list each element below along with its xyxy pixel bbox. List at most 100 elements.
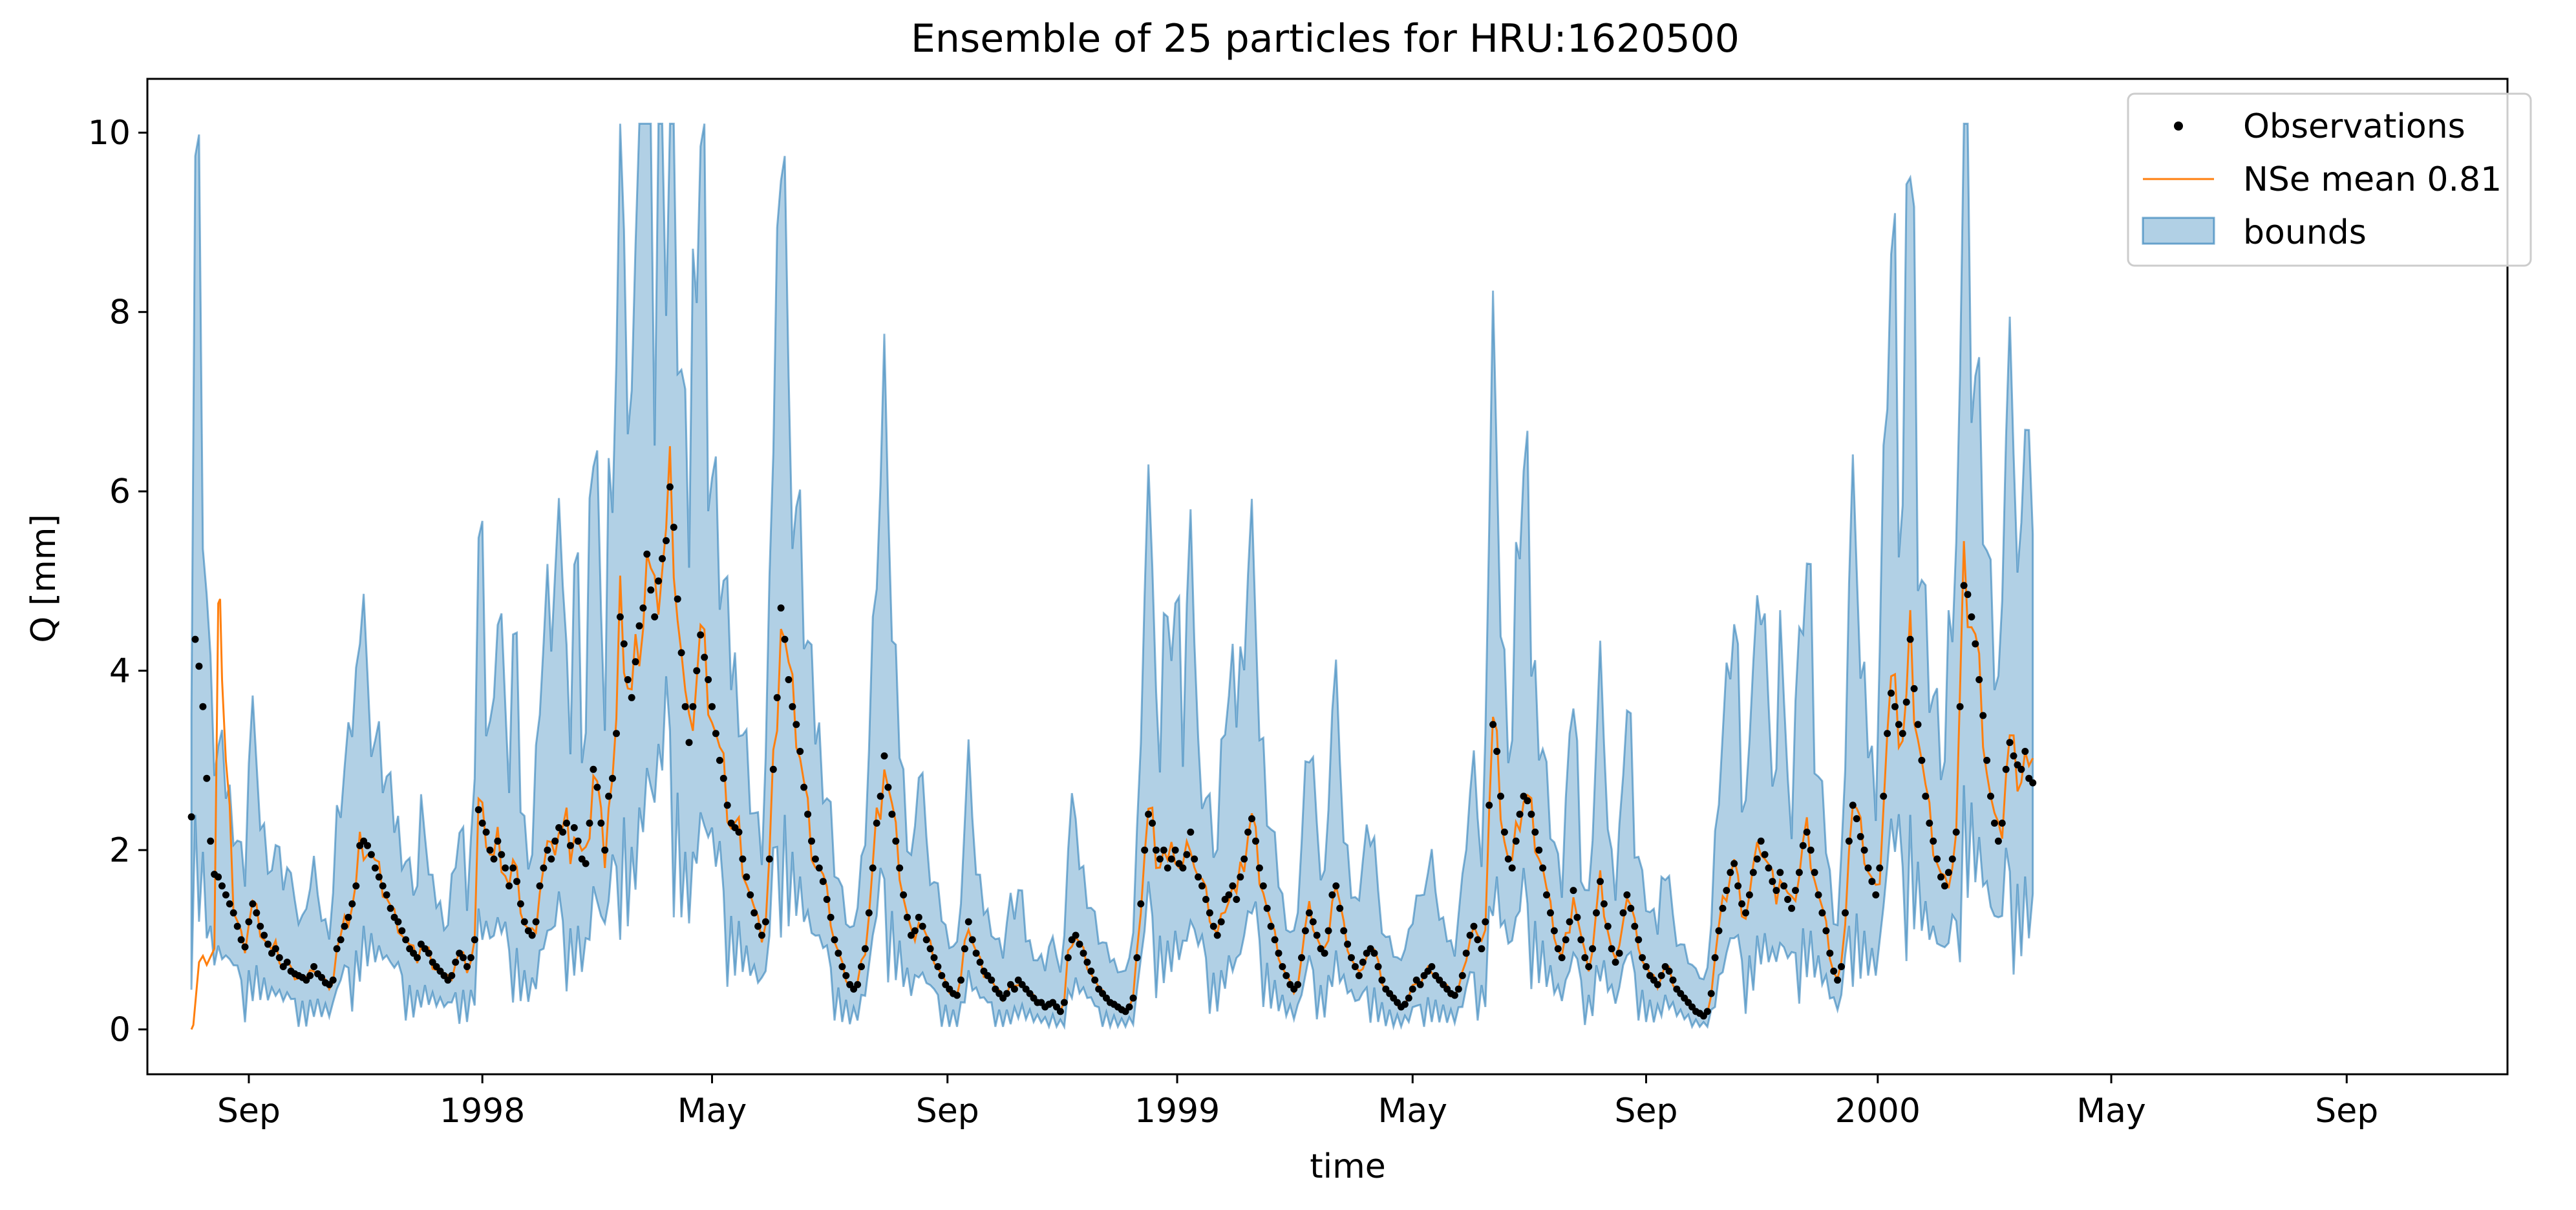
- y-tick-label-5: 10: [88, 114, 131, 153]
- observation-point: [838, 963, 846, 970]
- observation-point: [1757, 837, 1765, 845]
- observation-point: [1516, 811, 1524, 818]
- observation-point: [865, 909, 873, 917]
- observation-point: [1087, 968, 1095, 975]
- observation-point: [1719, 904, 1727, 912]
- legend-bounds-label: bounds: [2243, 213, 2367, 252]
- observation-point: [271, 945, 279, 953]
- observation-point: [187, 813, 195, 821]
- observation-point: [796, 748, 804, 755]
- observation-point: [1631, 922, 1639, 930]
- observation-point: [341, 922, 348, 930]
- observation-point: [808, 837, 815, 845]
- observation-point: [1370, 950, 1378, 957]
- observation-point: [1643, 963, 1650, 970]
- observation-point: [367, 851, 375, 858]
- observation-point: [1137, 900, 1145, 908]
- legend-observations-marker: [2174, 122, 2183, 131]
- observation-point: [659, 555, 666, 562]
- observation-point: [1922, 792, 1930, 800]
- observation-point: [1937, 873, 1944, 881]
- observation-point: [601, 846, 609, 854]
- observation-point: [1964, 591, 1972, 599]
- observation-point: [1244, 828, 1252, 836]
- legend-mean-label: NSe mean 0.81: [2243, 160, 2502, 199]
- observation-point: [1593, 909, 1600, 917]
- observation-point: [1876, 864, 1884, 872]
- observation-point: [318, 973, 325, 981]
- observation-point: [693, 667, 701, 675]
- observation-point: [758, 931, 765, 939]
- observation-point: [1742, 909, 1749, 917]
- observation-point: [191, 635, 199, 643]
- observation-point: [1149, 820, 1156, 827]
- observation-point: [1160, 846, 1167, 854]
- observation-point: [1994, 837, 2002, 845]
- y-tick-label-1: 2: [109, 831, 131, 870]
- observation-point: [425, 950, 432, 957]
- observation-point: [1803, 828, 1811, 836]
- observation-point: [911, 927, 919, 935]
- observation-point: [972, 950, 980, 957]
- observation-point: [528, 931, 536, 939]
- observation-point: [1857, 833, 1864, 840]
- observation-point: [1076, 940, 1083, 948]
- observation-point: [1179, 864, 1187, 872]
- observation-point: [1830, 968, 1838, 975]
- observation-point: [670, 524, 677, 531]
- observation-point: [1275, 950, 1283, 957]
- observation-point: [1972, 640, 1979, 648]
- observation-point: [414, 954, 421, 962]
- observation-point: [1083, 959, 1091, 966]
- observation-point: [1926, 820, 1933, 827]
- observation-point: [394, 918, 402, 926]
- observation-point: [207, 837, 215, 845]
- observation-point: [613, 730, 620, 738]
- observation-point: [1860, 846, 1868, 854]
- observation-point: [1941, 882, 1948, 890]
- observation-point: [1589, 945, 1597, 953]
- observation-point: [1581, 954, 1589, 962]
- observation-point: [1933, 855, 1941, 863]
- observation-point: [310, 963, 318, 970]
- observation-point: [842, 971, 850, 979]
- observation-point: [1734, 882, 1742, 890]
- observation-point: [701, 653, 708, 661]
- observation-point: [1983, 756, 1991, 764]
- observation-point: [1952, 828, 1960, 836]
- observation-point: [1195, 873, 1202, 881]
- observation-point: [1156, 855, 1164, 863]
- observation-point: [957, 976, 964, 984]
- observation-point: [1627, 904, 1635, 912]
- observation-point: [1336, 904, 1344, 912]
- observation-point: [1301, 927, 1309, 935]
- observation-point: [616, 613, 624, 621]
- observation-point: [1711, 954, 1719, 962]
- observation-point: [1707, 990, 1715, 997]
- observation-point: [1539, 864, 1547, 872]
- observation-point: [819, 878, 827, 886]
- observation-point: [502, 864, 509, 872]
- observation-point: [811, 855, 819, 863]
- observation-point: [249, 900, 257, 908]
- observation-point: [1998, 820, 2006, 827]
- observation-point: [1849, 801, 1857, 809]
- observation-point: [1482, 918, 1489, 926]
- observation-point: [1298, 954, 1305, 962]
- observation-point: [1340, 927, 1348, 935]
- observation-point: [2002, 765, 2010, 773]
- observation-point: [1283, 971, 1290, 979]
- observation-point: [896, 864, 904, 872]
- observation-point: [1948, 855, 1956, 863]
- observation-point: [1784, 896, 1792, 903]
- observation-point: [1524, 797, 1531, 805]
- observation-point: [1772, 887, 1780, 895]
- observation-point: [1880, 792, 1888, 800]
- observation-point: [1229, 882, 1237, 890]
- observation-point: [195, 663, 203, 670]
- observation-point: [1914, 721, 1922, 728]
- observation-point: [215, 873, 222, 881]
- observation-point: [1321, 950, 1328, 957]
- x-tick-label-4: 1999: [1134, 1092, 1220, 1130]
